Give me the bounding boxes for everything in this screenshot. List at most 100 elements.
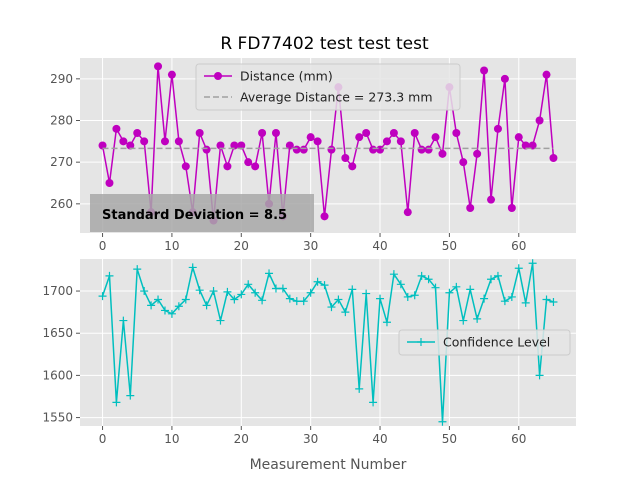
data-point — [237, 290, 246, 299]
data-point — [466, 285, 475, 294]
data-point — [154, 295, 163, 304]
data-point — [112, 398, 121, 407]
data-point — [230, 295, 239, 304]
data-point — [459, 158, 468, 167]
data-point — [320, 281, 329, 290]
data-point — [535, 371, 544, 380]
data-point — [223, 162, 232, 171]
legend-marker — [417, 338, 425, 346]
data-point — [382, 318, 391, 327]
data-point — [223, 287, 232, 296]
data-point — [167, 309, 176, 318]
data-point — [438, 417, 447, 426]
data-point — [507, 204, 516, 212]
data-point — [362, 129, 371, 137]
x-tick-label: 20 — [234, 239, 249, 253]
data-point — [306, 288, 315, 297]
data-point — [355, 133, 364, 142]
data-point — [514, 264, 523, 273]
data-point — [237, 141, 246, 150]
data-point — [424, 145, 433, 154]
data-point — [167, 70, 176, 79]
y-tick-label: 1650 — [42, 326, 73, 340]
y-tick-label: 280 — [50, 114, 73, 128]
data-point — [271, 129, 280, 137]
data-point — [188, 263, 197, 272]
x-tick-label: 20 — [234, 432, 249, 446]
data-point — [133, 265, 142, 274]
data-point — [410, 129, 419, 137]
x-tick-label: 50 — [442, 432, 457, 446]
data-point — [376, 294, 385, 303]
data-point — [542, 295, 551, 304]
y-tick-label: 1700 — [42, 284, 73, 298]
data-point — [160, 306, 169, 315]
data-point — [105, 179, 114, 187]
data-point — [452, 282, 461, 291]
data-point — [403, 208, 412, 217]
data-point — [507, 292, 516, 301]
data-point — [382, 137, 391, 146]
data-point — [313, 137, 322, 146]
data-point — [216, 141, 225, 150]
confidence-panel: 0 10 20 30 40 50 60 1550 1600 1650 1700 Confidence … — [42, 259, 576, 446]
data-point — [202, 145, 211, 154]
data-point — [285, 141, 294, 150]
y-tick-label: 1550 — [42, 411, 73, 425]
data-point — [369, 145, 378, 154]
series-line — [101, 263, 554, 422]
data-point — [126, 141, 135, 150]
data-point — [244, 158, 253, 167]
data-point — [417, 145, 426, 154]
data-point — [327, 303, 336, 312]
data-point — [528, 259, 537, 268]
data-point — [369, 398, 378, 407]
data-point — [348, 285, 357, 294]
series-line — [101, 66, 555, 221]
annotation-text: Standard Deviation = 8.5 — [102, 208, 287, 223]
x-tick-label: 40 — [372, 432, 387, 446]
data-point — [431, 133, 440, 142]
data-point — [521, 141, 530, 150]
data-point — [251, 288, 260, 297]
data-point — [493, 124, 502, 133]
x-tick-label: 60 — [511, 239, 526, 253]
data-point — [528, 141, 537, 150]
y-tick-label: 270 — [50, 155, 73, 169]
y-tick-label: 260 — [50, 197, 73, 211]
data-point — [514, 133, 523, 142]
data-point — [306, 133, 315, 142]
data-point — [313, 277, 322, 286]
x-tick-label: 0 — [99, 432, 107, 446]
data-point — [181, 162, 190, 171]
legend-label: Confidence Level — [443, 335, 550, 350]
data-point — [126, 391, 135, 400]
data-point — [459, 316, 468, 325]
data-point — [438, 149, 447, 158]
data-point — [410, 291, 419, 300]
data-point — [285, 294, 294, 303]
x-tick-label: 30 — [303, 432, 318, 446]
data-point — [341, 154, 350, 162]
legend-label: Distance (mm) — [240, 69, 333, 84]
data-point — [549, 298, 558, 307]
data-point — [487, 275, 496, 284]
legend-marker — [214, 72, 222, 80]
data-point — [348, 162, 357, 171]
x-tick-label: 50 — [442, 239, 457, 253]
data-point — [487, 195, 496, 204]
data-point — [493, 271, 502, 280]
annotation-box — [90, 194, 314, 232]
data-point — [299, 145, 308, 154]
data-point — [202, 301, 211, 310]
data-point — [258, 129, 267, 137]
data-point — [105, 271, 114, 280]
legend: Distance (mm) Average Distance = 273.3 mm — [195, 63, 461, 111]
plot-series — [98, 259, 558, 426]
stddev-annotation: Standard Deviation = 8.5 — [90, 194, 314, 232]
data-point — [119, 316, 128, 325]
legend-box — [398, 329, 571, 356]
data-point — [445, 288, 454, 297]
data-point — [389, 129, 398, 137]
data-point — [320, 212, 329, 221]
